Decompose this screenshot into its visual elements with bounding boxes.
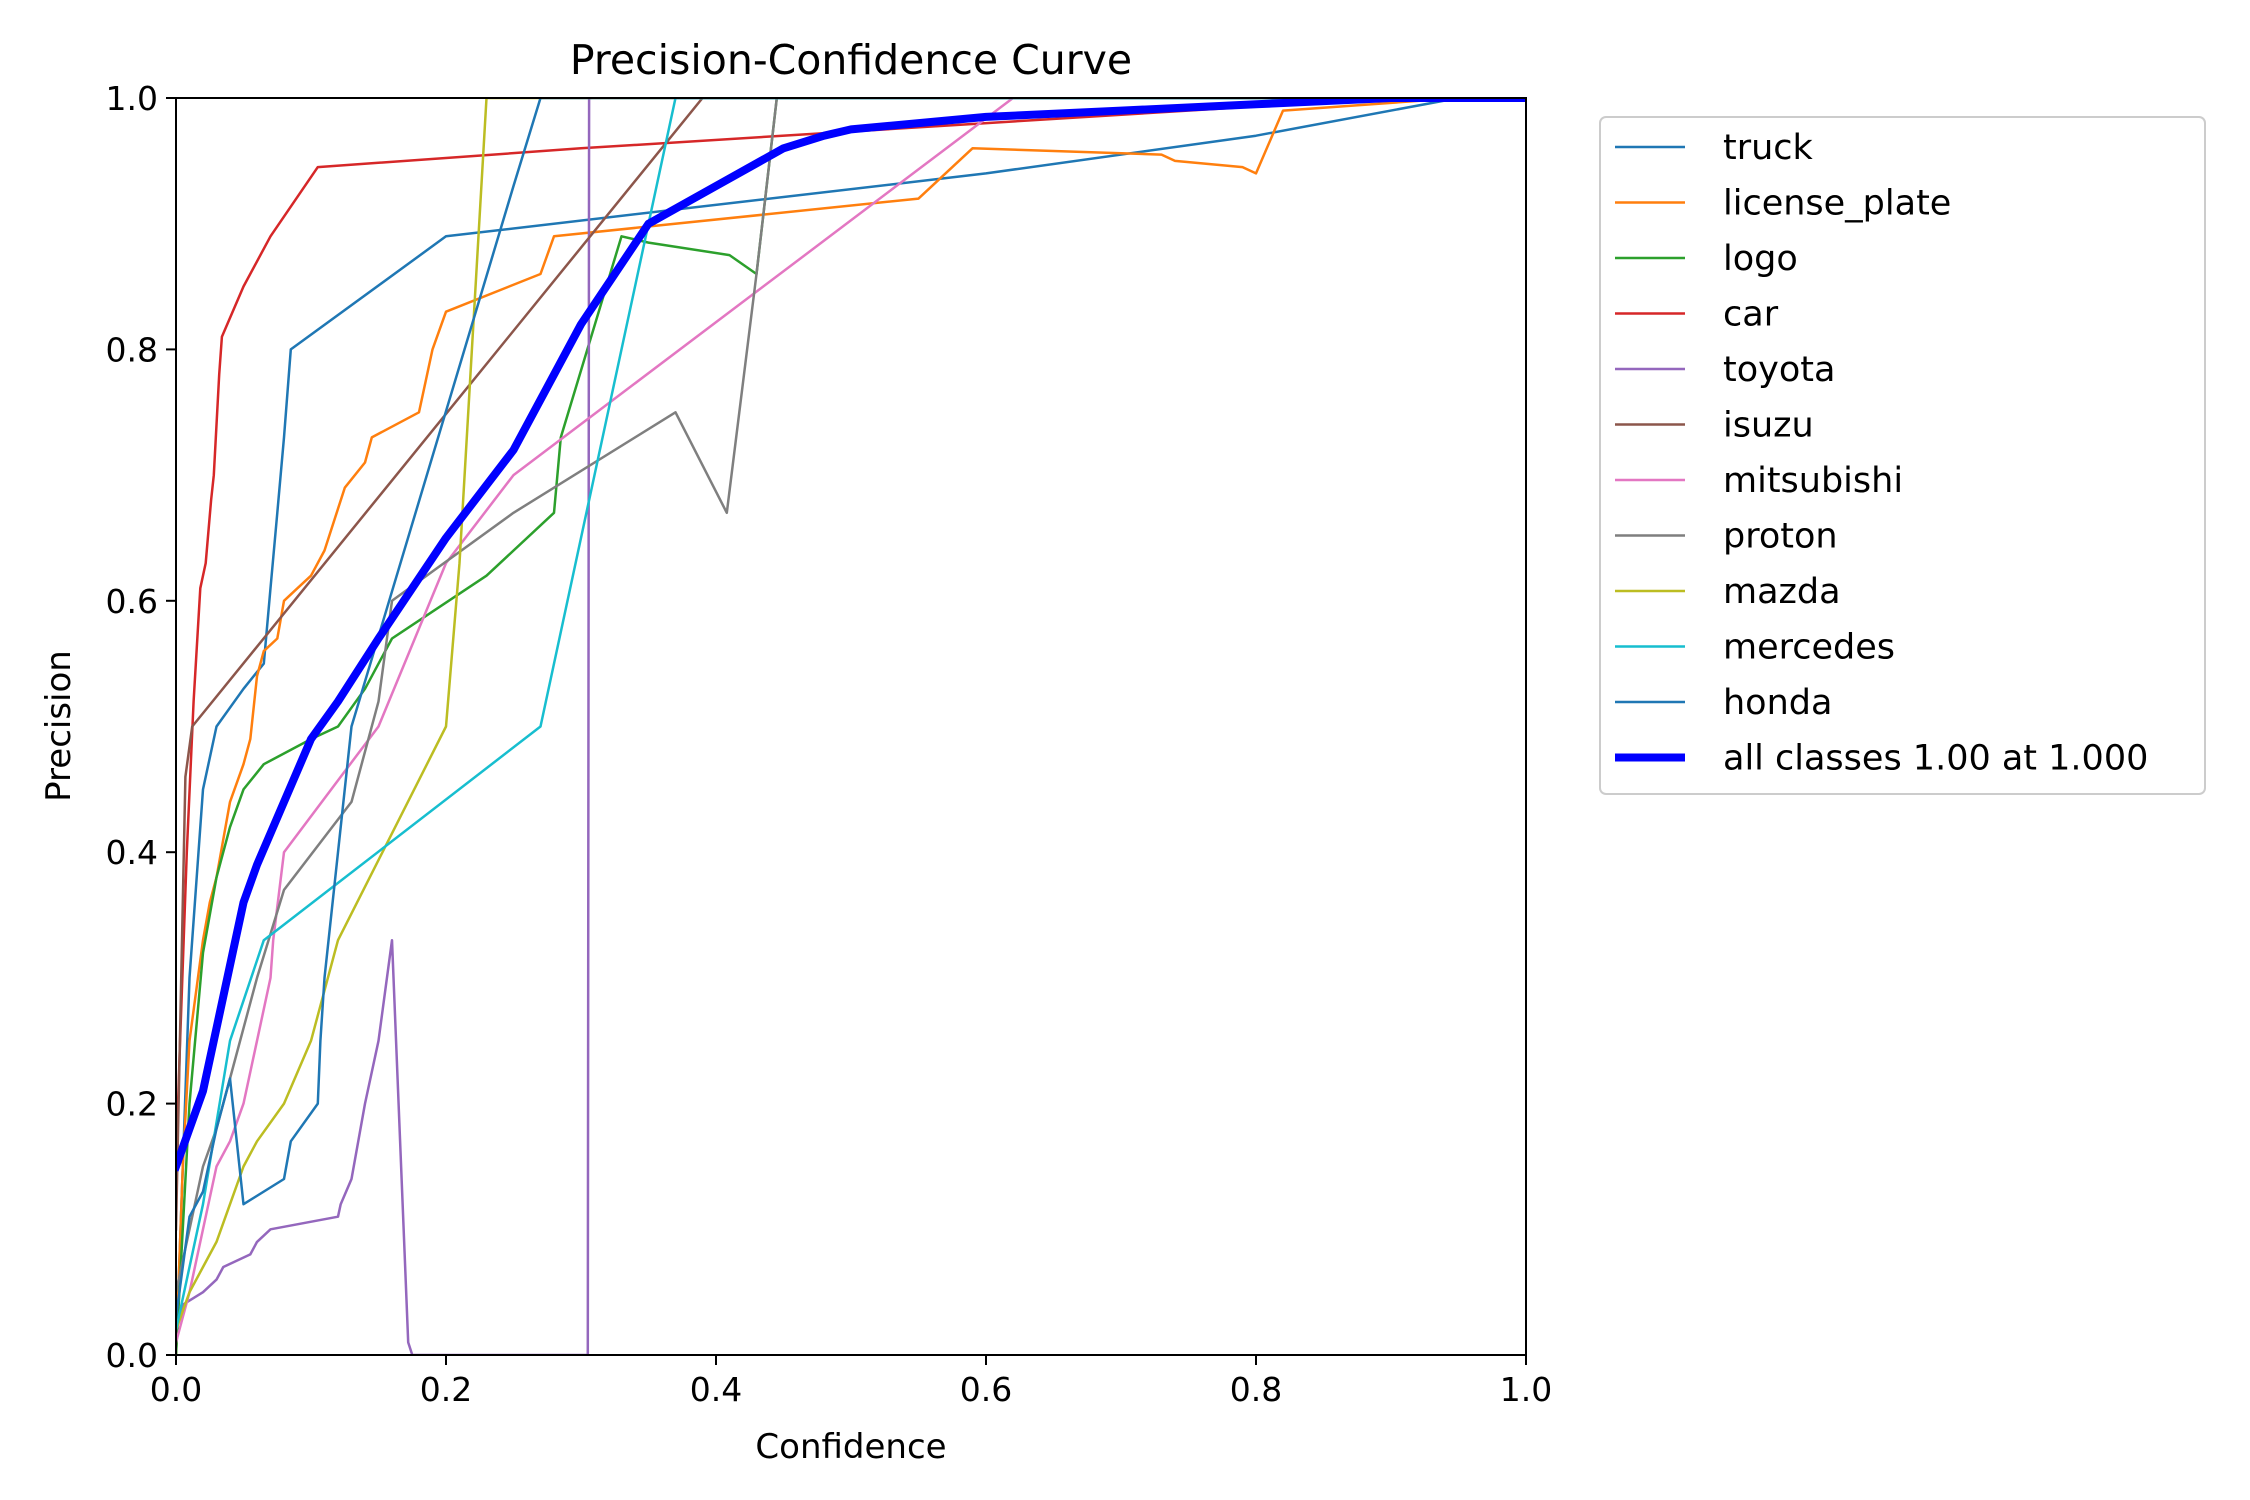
series-line-logo xyxy=(176,98,1526,1355)
legend-label: license_plate xyxy=(1723,184,1951,224)
series-line-license_plate xyxy=(176,98,1526,1355)
x-tick-label: 0.4 xyxy=(690,1370,742,1409)
x-tick-label: 0.6 xyxy=(960,1370,1012,1409)
x-tick-label: 0.8 xyxy=(1230,1370,1282,1409)
series-line-mazda xyxy=(176,98,1526,1332)
y-tick-label: 0.6 xyxy=(106,582,158,621)
legend-label: proton xyxy=(1723,517,1838,557)
x-tick-label: 1.0 xyxy=(1500,1370,1552,1409)
x-tick-label: 0.0 xyxy=(150,1370,202,1409)
y-tick-label: 0.0 xyxy=(106,1336,158,1375)
series-line-toyota xyxy=(176,98,592,1355)
series-layer xyxy=(176,98,1526,1355)
legend-label: toyota xyxy=(1723,350,1835,390)
legend-label: car xyxy=(1723,295,1779,335)
series-line-truck xyxy=(176,98,1526,1355)
legend-label: honda xyxy=(1723,683,1832,723)
series-line-isuzu xyxy=(176,98,1526,1231)
x-tick-label: 0.2 xyxy=(420,1370,472,1409)
y-tick-label: 0.8 xyxy=(106,330,158,369)
series-line-mitsubishi xyxy=(176,98,1526,1344)
chart-title: Precision-Confidence Curve xyxy=(570,36,1132,84)
legend-label: mazda xyxy=(1723,572,1841,612)
x-axis-label: Confidence xyxy=(755,1427,946,1467)
series-line-mercedes xyxy=(176,98,1526,1332)
plot-frame xyxy=(175,97,1527,1356)
legend-label: logo xyxy=(1723,239,1798,279)
series-line-all xyxy=(176,98,1526,1172)
legend-label: mercedes xyxy=(1723,628,1895,668)
x-axis: 0.0 0.2 0.4 0.6 0.8 1.0 xyxy=(150,1355,1552,1409)
series-line-car xyxy=(176,98,1526,1168)
y-axis: 0.0 0.2 0.4 0.6 0.8 1.0 xyxy=(106,79,176,1375)
legend-label: mitsubishi xyxy=(1723,461,1903,501)
series-line-proton xyxy=(176,98,1526,1294)
legend-label: isuzu xyxy=(1723,406,1814,446)
series-line-honda xyxy=(176,98,1526,1319)
y-tick-label: 0.2 xyxy=(106,1085,158,1124)
y-tick-label: 0.4 xyxy=(106,833,158,872)
y-tick-label: 1.0 xyxy=(106,79,158,118)
legend-label: all classes 1.00 at 1.000 xyxy=(1723,739,2148,779)
legend-label: truck xyxy=(1723,128,1814,168)
y-axis-label: Precision xyxy=(39,650,79,802)
legend-box xyxy=(1599,116,2206,795)
